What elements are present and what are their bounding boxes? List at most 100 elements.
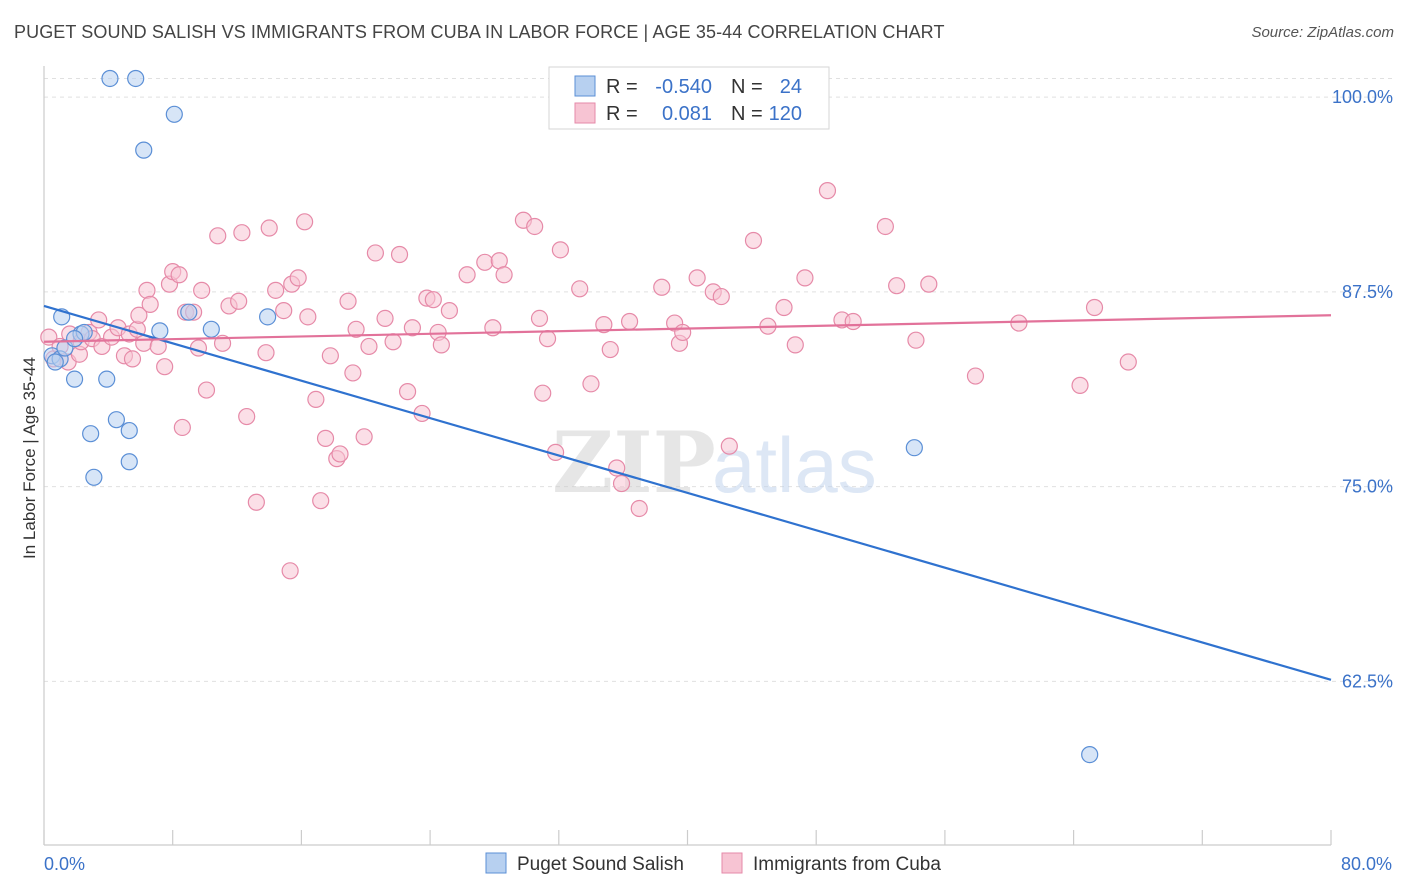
watermark-zip: ZIP: [552, 413, 716, 512]
pink-point-26: [173, 418, 191, 437]
legend-swatch-pink: [574, 102, 596, 124]
pink-point-38: [247, 493, 265, 511]
blue-point-9: [46, 353, 64, 371]
pink-point-63: [398, 383, 417, 401]
pink-point-99: [744, 231, 763, 250]
pink-point-80: [538, 330, 557, 348]
pink-point-32: [209, 227, 227, 245]
pink-point-60: [376, 309, 394, 327]
pink-point-19: [138, 281, 156, 299]
chart-title: PUGET SOUND SALISH VS IMMIGRANTS FROM CU…: [14, 22, 945, 42]
pink-point-112: [1010, 314, 1028, 332]
x-tick-label-max: 80.0%: [1341, 854, 1392, 874]
blue-point-2: [165, 105, 183, 123]
y-tick-label-2: 75.0%: [1342, 477, 1393, 497]
pink-point-98: [720, 437, 738, 455]
pink-point-59: [366, 244, 385, 262]
pink-point-61: [384, 333, 402, 351]
pink-point-57: [355, 428, 373, 446]
pink-point-71: [458, 266, 476, 284]
blue-point-11: [65, 330, 84, 348]
pink-point-67: [424, 291, 442, 309]
blue-point-12: [98, 370, 116, 388]
pink-point-25: [170, 266, 188, 284]
y-tick-label-3: 62.5%: [1342, 671, 1393, 691]
blue-point-20: [180, 303, 198, 321]
pink-point-94: [674, 323, 692, 342]
pink-point-90: [630, 499, 648, 518]
pink-point-72: [476, 253, 494, 271]
pink-point-37: [238, 407, 256, 426]
blue-point-17: [120, 453, 138, 471]
blue-point-18: [85, 468, 103, 486]
blue-point-19: [151, 322, 169, 340]
blue-point-16: [120, 421, 138, 440]
pink-point-33: [213, 334, 232, 352]
pink-point-30: [193, 281, 211, 299]
blue-point-24: [1081, 746, 1099, 764]
pink-point-108: [888, 277, 906, 295]
bottom-legend-swatch-blue: [485, 852, 507, 874]
pink-point-62: [390, 245, 409, 264]
pink-point-22: [156, 358, 174, 376]
pink-point-110: [920, 275, 938, 293]
pink-point-41: [267, 281, 285, 299]
pink-point-31: [197, 381, 216, 399]
legend-box: R = -0.540 N = 24 R = 0.081 N = 120: [548, 66, 830, 130]
pink-point-75: [495, 266, 513, 284]
pink-point-47: [299, 308, 317, 326]
pink-point-36: [233, 224, 251, 242]
pink-point-106: [844, 312, 862, 331]
pink-point-104: [818, 182, 837, 200]
blue-point-22: [259, 308, 277, 326]
legend-n-value-1: 24: [780, 76, 802, 98]
y-tick-label-0: 100.0%: [1332, 87, 1393, 107]
legend-n-value-2: 120: [769, 103, 802, 125]
pink-point-83: [571, 280, 589, 298]
blue-point-13: [65, 370, 84, 388]
bottom-legend-label-1: Puget Sound Salish: [517, 854, 684, 875]
pink-point-95: [688, 269, 706, 287]
pink-point-35: [230, 292, 248, 310]
watermark: ZIP atlas: [552, 413, 877, 512]
pink-point-49: [312, 492, 330, 510]
pink-point-46: [296, 213, 314, 231]
bottom-legend-label-2: Immigrants from Cuba: [753, 854, 941, 875]
pink-point-17: [130, 306, 148, 324]
blue-point-3: [135, 141, 153, 159]
pink-point-85: [595, 316, 613, 334]
pink-point-43: [281, 562, 299, 580]
pink-point-48: [307, 390, 325, 409]
legend-r-label-1: R =: [606, 76, 638, 98]
pink-point-70: [440, 302, 459, 320]
pink-point-102: [786, 336, 804, 354]
legend-r-value-1: -0.540: [655, 76, 712, 98]
y-tick-labels: 100.0% 87.5% 75.0% 62.5%: [1332, 87, 1393, 691]
pink-point-51: [321, 347, 339, 365]
series-puget-sound-salish: [43, 69, 1099, 764]
y-tick-label-1: 87.5%: [1342, 282, 1393, 302]
pink-point-89: [620, 312, 639, 331]
pink-point-69: [432, 336, 450, 354]
pink-point-82: [551, 241, 570, 259]
pink-point-64: [403, 319, 422, 337]
pink-point-54: [339, 292, 357, 310]
pink-point-56: [347, 320, 365, 338]
legend-n-label-1: N =: [731, 76, 763, 98]
blue-point-21: [202, 320, 220, 338]
pink-point-114: [1085, 298, 1104, 317]
pink-point-20: [141, 295, 159, 313]
pink-point-88: [612, 474, 631, 493]
bottom-legend-swatch-pink: [721, 852, 743, 874]
pink-point-50: [316, 429, 335, 447]
y-axis-title: In Labor Force | Age 35-44: [20, 357, 39, 559]
blue-point-1: [127, 69, 145, 88]
legend-n-label-2: N =: [731, 103, 763, 125]
pink-point-111: [966, 367, 985, 385]
series-immigrants-from-cuba: [40, 182, 1137, 580]
blue-point-23: [905, 439, 923, 457]
legend-r-value-2: 0.081: [662, 103, 712, 125]
pink-point-53: [331, 445, 349, 463]
pink-point-15: [123, 350, 142, 368]
